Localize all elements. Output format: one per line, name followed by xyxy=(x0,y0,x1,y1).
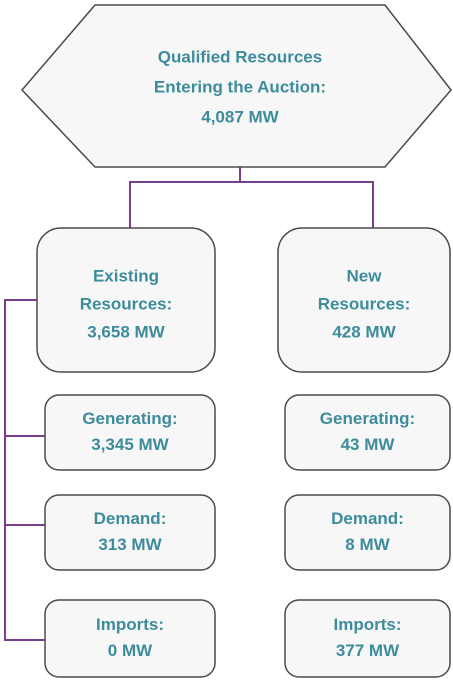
connector xyxy=(4,299,45,641)
node-label: Resources: xyxy=(80,294,173,313)
node-label: Generating: xyxy=(82,409,177,428)
header-box xyxy=(277,227,451,373)
node-label: Generating: xyxy=(320,409,415,428)
node-label: Imports: xyxy=(334,615,402,634)
item-box xyxy=(284,494,451,571)
item-box xyxy=(44,494,216,571)
node-label: Existing xyxy=(93,266,159,285)
node-label: 428 MW xyxy=(332,322,396,341)
connector xyxy=(129,181,374,228)
node-label: 43 MW xyxy=(341,435,396,454)
header-box xyxy=(36,227,216,373)
node-label: Demand: xyxy=(94,509,167,528)
node-label: Demand: xyxy=(331,509,404,528)
node-label: 3,345 MW xyxy=(91,435,169,454)
item-box xyxy=(44,394,216,471)
node-label: Qualified Resources xyxy=(158,47,322,66)
node-label: 377 MW xyxy=(336,641,400,660)
node-label: 313 MW xyxy=(98,535,162,554)
node-label: 0 MW xyxy=(108,641,153,660)
item-box xyxy=(44,599,216,678)
item-box xyxy=(284,599,451,678)
node-label: New xyxy=(347,266,383,285)
node-label: Resources: xyxy=(318,294,411,313)
node-label: 8 MW xyxy=(345,535,390,554)
node-label: Entering the Auction: xyxy=(154,77,326,96)
root-hexagon xyxy=(20,4,452,168)
item-box xyxy=(284,394,451,471)
node-label: 3,658 MW xyxy=(87,322,165,341)
node-label: Imports: xyxy=(96,615,164,634)
node-label: 4,087 MW xyxy=(201,107,279,126)
